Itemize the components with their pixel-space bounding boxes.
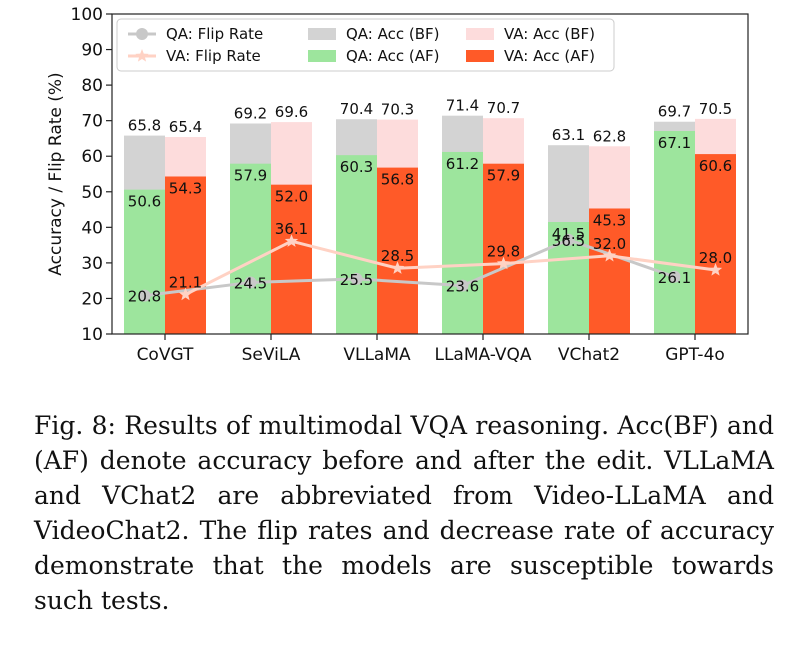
- x-tick-label: GPT-4o: [665, 345, 725, 365]
- va-flip-rate-label: 28.5: [381, 247, 414, 265]
- y-tick-label: 90: [81, 41, 103, 61]
- legend-patch-swatch: [308, 50, 336, 62]
- qa-flip-rate-label: 24.5: [234, 274, 267, 292]
- va-acc-af-label: 60.6: [699, 157, 732, 175]
- bar-qa-acc-af: [442, 151, 483, 334]
- va-flip-rate-line: [184, 239, 716, 296]
- qa-acc-bf-label: 65.8: [128, 117, 161, 135]
- va-acc-bf-label: 65.4: [169, 118, 202, 136]
- legend-patch-swatch: [308, 28, 336, 40]
- va-flip-rate-label: 28.0: [699, 249, 732, 267]
- qa-acc-af-label: 67.1: [658, 134, 691, 152]
- qa-flip-rate-point: [138, 289, 151, 302]
- qa-acc-bf-label: 71.4: [446, 97, 479, 115]
- y-tick-label: 50: [81, 183, 103, 203]
- y-tick-label: 70: [81, 112, 103, 132]
- qa-acc-af-label: 57.9: [234, 167, 267, 185]
- va-acc-af-label: 45.3: [593, 211, 626, 229]
- legend-label: QA: Acc (BF): [346, 25, 440, 43]
- y-tick-label: 40: [81, 218, 103, 238]
- bar-va-acc-af: [483, 163, 524, 334]
- bar-qa-acc-af: [230, 163, 271, 334]
- y-tick-label: 80: [81, 76, 103, 96]
- va-acc-bf-label: 69.6: [275, 103, 308, 121]
- legend-label: VA: Acc (AF): [504, 47, 595, 65]
- qa-flip-rate-point: [668, 270, 681, 283]
- bar-qa-acc-af: [654, 130, 695, 334]
- va-acc-bf-label: 70.3: [381, 101, 414, 119]
- qa-acc-af-label: 41.5: [552, 225, 585, 243]
- y-tick-label: 10: [81, 325, 103, 345]
- legend-label: QA: Flip Rate: [166, 25, 263, 43]
- va-flip-rate-label: 36.1: [275, 220, 308, 238]
- va-flip-rate-label: 29.8: [487, 243, 520, 261]
- legend: QA: Flip Rate VA: Flip Rate QA: Acc (BF) QA…: [116, 18, 615, 72]
- va-acc-bf-label: 70.5: [699, 100, 732, 118]
- y-tick-label: 100: [71, 5, 103, 25]
- qa-flip-rate-label: 25.5: [340, 271, 373, 289]
- qa-flip-rate-point: [244, 276, 257, 289]
- qa-acc-af-label: 50.6: [128, 193, 161, 211]
- qa-acc-bf-label: 70.4: [340, 100, 373, 118]
- qa-flip-rate-point: [562, 233, 575, 246]
- qa-acc-bf-label: 69.7: [658, 103, 691, 121]
- qa-flip-rate-label: 36.5: [552, 232, 585, 250]
- y-axis-label: Accuracy / Flip Rate (%): [46, 72, 66, 275]
- y-tick-label: 60: [81, 147, 103, 167]
- qa-flip-rate-point: [350, 272, 363, 285]
- va-acc-af-label: 54.3: [169, 179, 202, 197]
- figure-caption: Fig. 8: Results of multimodal VQA reason…: [34, 411, 774, 615]
- axes-layer: 10 20 30 40 50 60 70 80 90 100 CoVGT SeViLA VLLaMA LL…: [71, 5, 749, 365]
- x-tick-label: VChat2: [558, 345, 620, 365]
- x-tick-label: CoVGT: [137, 345, 194, 365]
- flip-rate-lines-layer: [138, 233, 723, 302]
- qa-flip-rate-line: [144, 238, 675, 298]
- legend-label: QA: Acc (AF): [346, 47, 439, 65]
- va-flip-rate-point: [178, 287, 193, 301]
- va-acc-af-label: 56.8: [381, 171, 414, 189]
- bar-va-acc-af: [589, 208, 630, 334]
- va-acc-af-label: 57.9: [487, 167, 520, 185]
- va-acc-bf-label: 62.8: [593, 127, 626, 145]
- legend-patch-swatch: [466, 50, 494, 62]
- qa-flip-rate-label: 26.1: [658, 269, 691, 287]
- qa-acc-bf-label: 69.2: [234, 105, 267, 123]
- x-tick-label: LLaMA-VQA: [434, 345, 531, 365]
- bar-va-acc-af: [271, 184, 312, 334]
- va-flip-rate-label: 21.1: [169, 274, 202, 292]
- va-acc-af-label: 52.0: [275, 188, 308, 206]
- bar-va-acc-af: [695, 154, 736, 334]
- va-flip-rate-point: [602, 248, 617, 262]
- va-flip-rate-point: [284, 234, 299, 247]
- x-tick-label: SeViLA: [242, 345, 301, 365]
- qa-flip-rate-point: [456, 279, 469, 292]
- legend-label: VA: Flip Rate: [166, 47, 261, 65]
- va-acc-bf-label: 70.7: [487, 99, 520, 117]
- legend-patch-swatch: [466, 28, 494, 40]
- qa-flip-rate-label: 20.8: [128, 288, 161, 306]
- x-tick-label: VLLaMA: [343, 345, 411, 365]
- qa-acc-bf-label: 63.1: [552, 126, 585, 144]
- qa-acc-af-label: 60.3: [340, 158, 373, 176]
- chart: Accuracy / Flip Rate (%) 65.8 65.4 50.6 54.…: [46, 5, 749, 365]
- va-flip-rate-point: [708, 263, 723, 276]
- qa-acc-af-label: 61.2: [446, 155, 479, 173]
- legend-label: VA: Acc (BF): [504, 25, 595, 43]
- legend-circle-marker: [136, 28, 148, 40]
- bar-va-acc-af: [165, 176, 206, 334]
- bars-layer: [124, 115, 736, 334]
- data-labels-layer: 65.8 65.4 50.6 54.3 20.8 21.1 69.2 69.6 57.9 52.0…: [128, 97, 732, 306]
- y-tick-label: 20: [81, 289, 103, 309]
- plot-frame: [111, 13, 749, 335]
- va-flip-rate-point: [496, 256, 511, 270]
- va-flip-rate-label: 32.0: [593, 235, 626, 253]
- va-flip-rate-point: [390, 261, 405, 274]
- qa-flip-rate-label: 23.6: [446, 278, 479, 296]
- bar-qa-acc-af: [336, 155, 377, 334]
- bar-va-acc-af: [377, 167, 418, 334]
- y-tick-label: 30: [81, 254, 103, 274]
- legend-star-marker: [135, 49, 149, 62]
- bar-qa-acc-af: [124, 189, 165, 334]
